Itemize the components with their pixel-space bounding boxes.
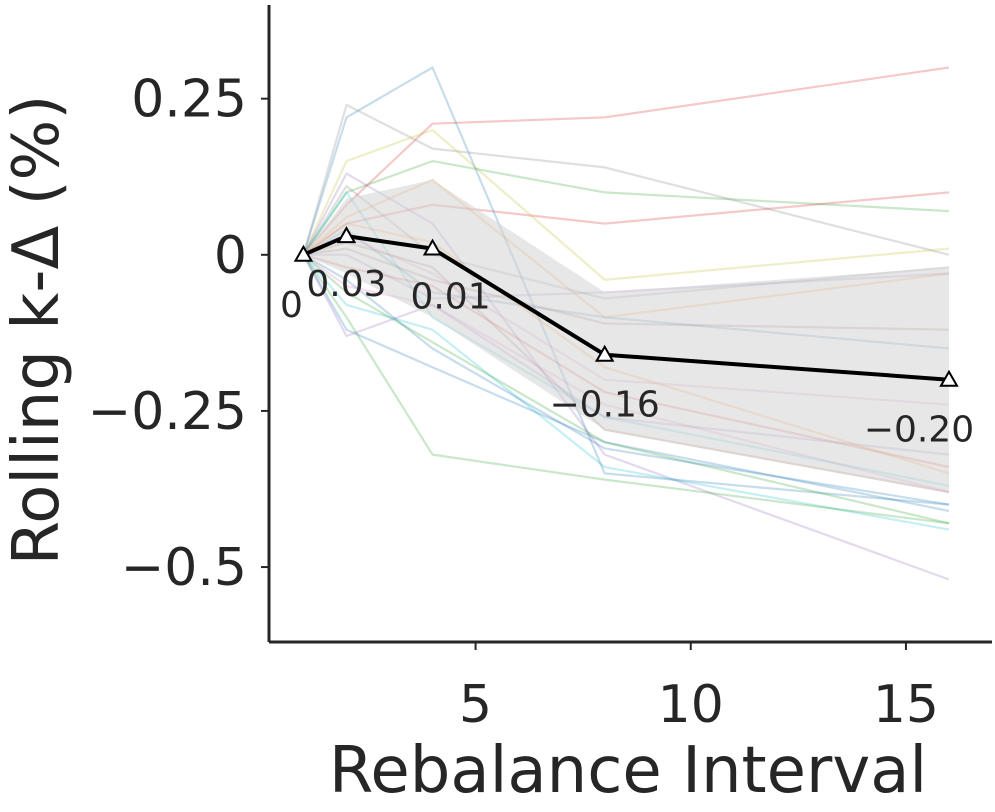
x-tick-label: 15	[873, 675, 939, 735]
data-label: 0	[280, 285, 303, 326]
background-series-line	[302, 253, 950, 525]
y-tick-label: 0	[214, 226, 247, 286]
x-ticks-group: 5 10 15	[459, 642, 939, 735]
x-tick-label: 10	[658, 675, 724, 735]
background-series-line	[302, 254, 950, 531]
y-tick-label: −0.25	[88, 382, 247, 442]
x-axis-title: Rebalance Interval	[329, 734, 927, 808]
background-series-line	[302, 128, 950, 281]
data-label: −0.16	[550, 385, 660, 426]
y-tick-label: 0.25	[131, 70, 247, 130]
mean-marker	[422, 238, 443, 256]
background-series-line	[302, 254, 950, 525]
x-tick-label: 5	[459, 675, 492, 735]
data-label: 0.03	[306, 264, 386, 305]
mean-marker	[594, 344, 615, 362]
mean-marker	[336, 226, 357, 244]
background-series-line	[302, 253, 950, 506]
background-series-line	[302, 160, 950, 256]
data-label: 0.01	[410, 277, 490, 318]
data-label: −0.20	[864, 410, 974, 451]
mean-marker	[939, 369, 959, 387]
y-axis-title: Rolling k-Δ (%)	[0, 95, 74, 566]
mean-markers-group	[293, 226, 959, 387]
background-series-line	[302, 66, 950, 506]
y-tick-label: −0.5	[121, 538, 247, 598]
mean-marker	[293, 244, 314, 262]
background-series-line	[302, 103, 950, 256]
data-labels-group: 00.03 0.01 −0.16 −0.20	[280, 264, 974, 451]
background-series-line	[302, 254, 950, 512]
y-ticks-group: 0.25 0 −0.25 −0.5	[88, 70, 269, 598]
confidence-band	[303, 179, 949, 493]
